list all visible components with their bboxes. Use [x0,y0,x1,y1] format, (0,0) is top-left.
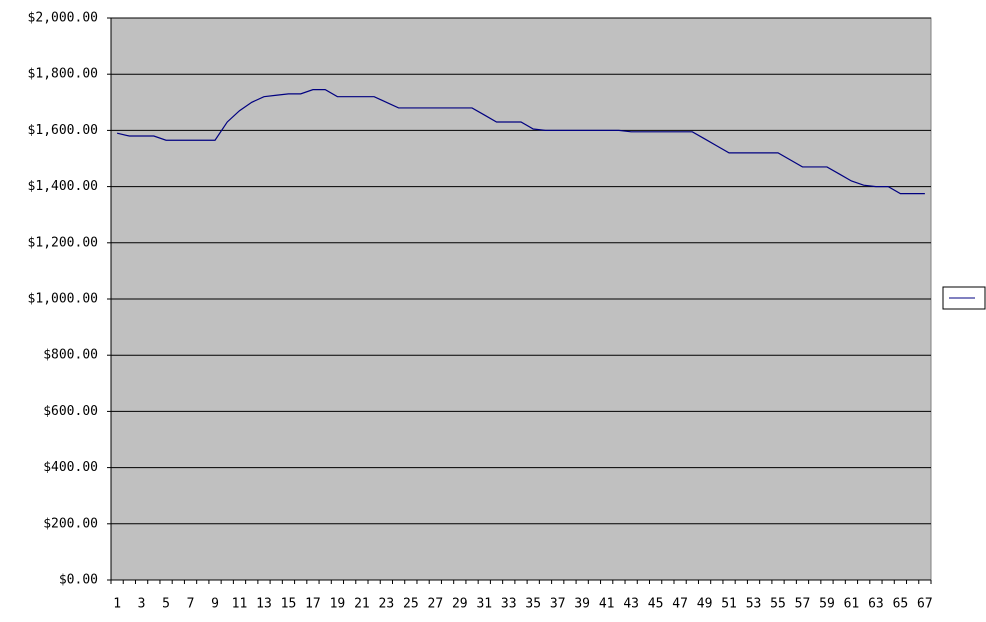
x-tick-label: 59 [819,597,835,612]
y-tick-label: $0.00 [59,573,98,588]
x-tick-label: 43 [623,597,639,612]
x-tick-label: 25 [403,597,419,612]
x-tick-label: 27 [428,597,444,612]
x-tick-label: 15 [281,597,297,612]
x-tick-label: 21 [354,597,370,612]
x-tick-label: 49 [697,597,713,612]
y-tick-label: $1,000.00 [28,292,98,307]
x-tick-label: 9 [211,597,219,612]
x-tick-label: 37 [550,597,566,612]
y-tick-label: $1,600.00 [28,123,98,138]
x-tick-label: 63 [868,597,884,612]
x-tick-label: 53 [746,597,762,612]
x-tick-label: 31 [476,597,492,612]
x-tick-label: 65 [893,597,909,612]
x-tick-label: 19 [330,597,346,612]
x-tick-label: 33 [501,597,517,612]
x-tick-label: 7 [187,597,195,612]
x-tick-label: 45 [648,597,664,612]
x-tick-label: 3 [138,597,146,612]
x-tick-label: 13 [256,597,272,612]
x-tick-label: 67 [917,597,933,612]
y-tick-label: $200.00 [43,516,98,531]
x-tick-label: 17 [305,597,321,612]
x-tick-label: 1 [113,597,121,612]
x-tick-label: 29 [452,597,468,612]
x-tick-label: 47 [672,597,688,612]
y-tick-label: $800.00 [43,348,98,363]
x-tick-label: 51 [721,597,737,612]
x-tick-label: 55 [770,597,786,612]
y-tick-label: $1,800.00 [28,67,98,82]
y-tick-label: $2,000.00 [28,11,98,26]
y-tick-label: $400.00 [43,460,98,475]
x-tick-label: 41 [599,597,615,612]
y-tick-label: $1,400.00 [28,179,98,194]
y-tick-label: $1,200.00 [28,235,98,250]
x-tick-label: 39 [574,597,590,612]
x-tick-label: 57 [795,597,811,612]
x-tick-label: 61 [844,597,860,612]
data-line [116,89,925,195]
y-tick-label: $600.00 [43,404,98,419]
x-tick-label: 35 [525,597,541,612]
x-tick-label: 23 [379,597,395,612]
x-tick-label: 11 [232,597,248,612]
x-tick-label: 5 [162,597,170,612]
